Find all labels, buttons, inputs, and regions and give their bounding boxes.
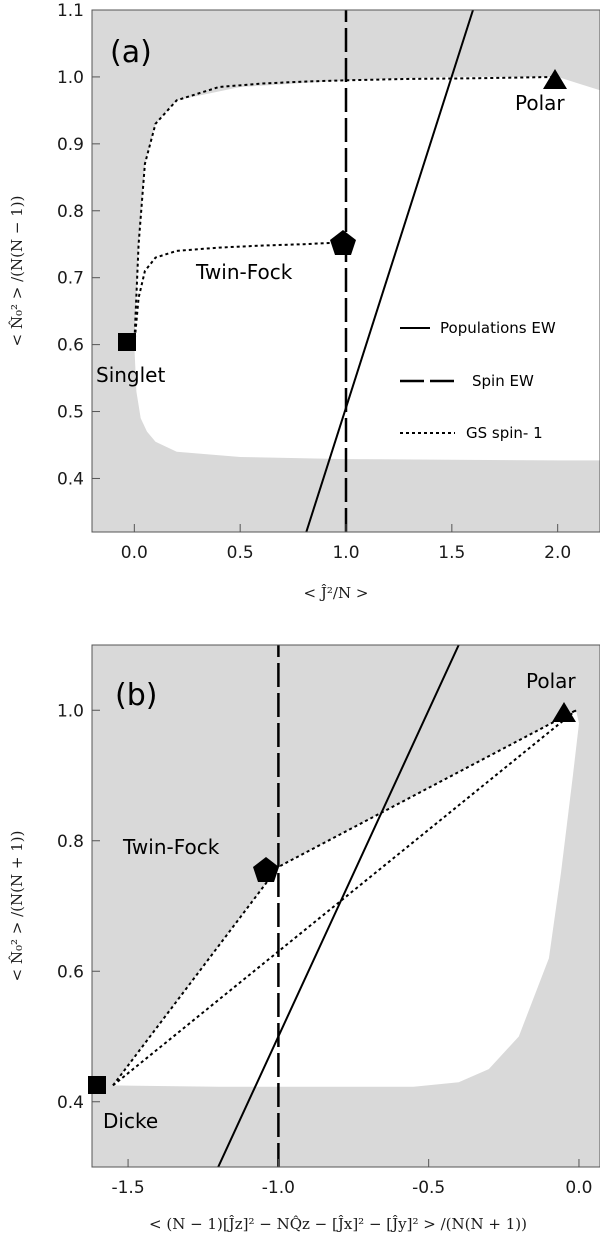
point-label-twin-fock: Twin-Fock [195,260,293,284]
x-axis-ticks: -1.5 -1.0 -0.5 0.0 [111,1159,592,1198]
y-axis-title: < N̂₀² > /(N(N − 1)) [8,196,26,347]
y-tick-label-0-4: 0.4 [57,469,84,489]
y-tick-label-0-8: 0.8 [57,832,84,852]
series-line-populations-ew [217,645,460,1167]
x-tick-label-2-0: 2.0 [544,543,571,563]
x-axis-title: < Ĵ²/N > [304,584,369,602]
x-tick-label-0-5: -0.5 [412,1178,445,1198]
point-marker-polar [543,69,567,89]
point-label-singlet: Singlet [96,363,165,387]
x-tick-label-1-0: 1.0 [332,543,359,563]
y-axis-title: < N̂₀² > /(N(N + 1)) [8,831,26,982]
y-axis-ticks: 0.4 0.6 0.8 1.0 [57,701,100,1113]
point-label-polar: Polar [515,91,565,115]
y-tick-label-0-6: 0.6 [57,962,84,982]
y-tick-label-0-9: 0.9 [57,135,84,155]
x-tick-label-0-5: 0.5 [227,543,254,563]
allowed-region [134,76,600,461]
y-tick-label-0-6: 0.6 [57,336,84,356]
panel-b: -1.5 -1.0 -0.5 0.0 0.4 0.6 0.8 1.0 (b) Dicke T… [8,644,600,1233]
series-line-upper-path [112,709,577,1087]
y-tick-label-1-0: 1.0 [57,68,84,88]
y-tick-label-0-7: 0.7 [57,269,84,289]
x-tick-label-0-0: 0.0 [121,543,148,563]
legend-label-populations-ew: Populations EW [440,319,556,337]
x-axis-ticks: 0.0 0.5 1.0 1.5 2.0 [121,524,571,563]
y-tick-label-1-0: 1.0 [57,701,84,721]
y-axis-ticks: 0.4 0.5 0.6 0.7 0.8 0.9 1.0 1.1 [57,1,100,489]
series-line-populations-ew [305,10,474,532]
y-tick-label-0-4: 0.4 [57,1093,84,1113]
y-tick-label-1-1: 1.1 [57,1,84,21]
y-tick-label-0-8: 0.8 [57,202,84,222]
x-axis-title: < (N − 1)[Ĵz]² − NQ̂z − [Ĵx]² − [Ĵy]² > … [149,1215,527,1233]
panel-label: (a) [110,35,152,70]
panel-label: (b) [115,678,157,713]
point-marker-singlet [118,333,136,351]
x-tick-label-1-5: 1.5 [438,543,465,563]
panel-a: 0.0 0.5 1.0 1.5 2.0 0.4 0.5 0.6 0.7 0.8 0.9 1.0 1.1… [8,1,600,602]
legend-label-spin-ew: Spin EW [472,372,534,390]
point-marker-dicke [88,1076,106,1094]
series-line-gs-spin-1-upper [133,75,558,345]
point-label-dicke: Dicke [103,1109,158,1133]
point-label-twin-fock: Twin-Fock [122,835,220,859]
allowed-region [113,710,579,1087]
y-tick-label-0-5: 0.5 [57,403,84,423]
plot-frame [91,644,600,1168]
x-tick-label-1-5: -1.5 [111,1178,144,1198]
point-label-polar: Polar [526,669,576,693]
point-marker-twin-fock [330,230,356,255]
x-tick-label-0-0: 0.0 [565,1178,592,1198]
series-line-gs-spin-1-lower [133,241,347,345]
point-marker-twin-fock [253,857,279,882]
legend-label-gs-spin-1: GS spin- 1 [466,424,543,442]
point-marker-polar [552,702,576,722]
legend: Populations EW Spin EW GS spin- 1 [400,319,556,442]
x-tick-label-1-0: -1.0 [262,1178,295,1198]
